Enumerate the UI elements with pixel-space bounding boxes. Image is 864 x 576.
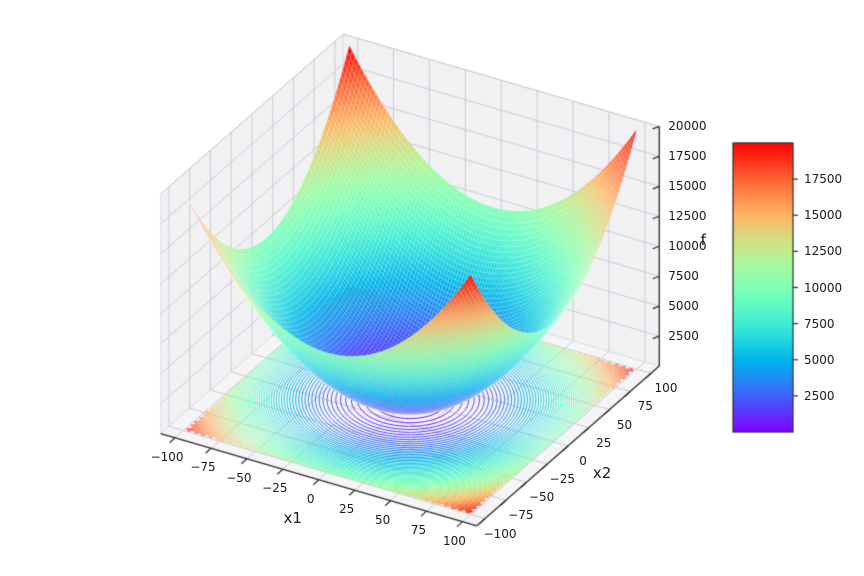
3d-surface-plot-canvas (0, 0, 864, 576)
figure: x1 x2 f −100 −75 −50 −25 0 25 50 75 100 −100 −75 −5… (0, 0, 864, 576)
